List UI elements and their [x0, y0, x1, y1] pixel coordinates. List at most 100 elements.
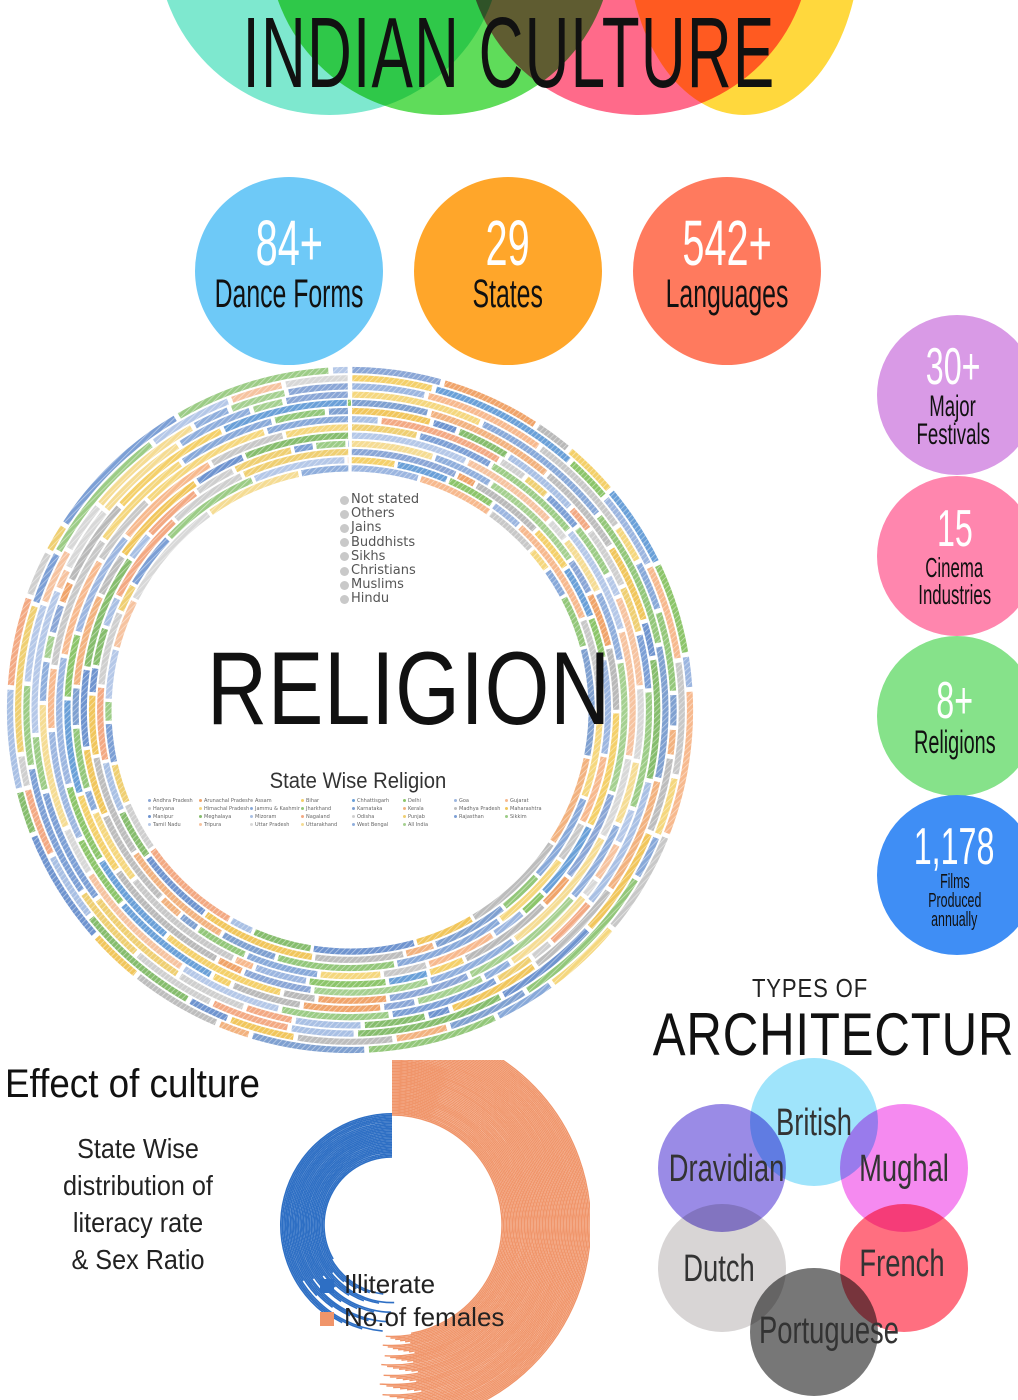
religion-ring-segment [432, 419, 457, 434]
religion-ring-segment [490, 482, 572, 561]
religion-ring-segment [499, 459, 526, 479]
religion-ring-segment [95, 898, 179, 977]
religion-ring-segment [59, 582, 73, 603]
religion-ring-segment [193, 407, 229, 429]
religion-ring-segment [113, 600, 137, 648]
religion-ring-segment [293, 443, 314, 453]
religion-ring-segment [615, 597, 643, 686]
religion-ring-segment [608, 780, 661, 890]
religion-ring-segment [368, 1014, 496, 1053]
state-dot-icon [148, 799, 151, 802]
religion-ring-segment [351, 424, 418, 439]
religion-ring-segment [7, 597, 32, 686]
religion-ring-segment [320, 971, 381, 980]
religion-ring-segment [389, 973, 469, 1002]
state-dot-icon [199, 799, 202, 802]
legend-item: Muslims [340, 578, 419, 592]
illiterate-arc [321, 1154, 393, 1295]
religion-ring-segment [493, 911, 524, 936]
religion-ring-segment [80, 669, 90, 747]
stat-languages: 542+ Languages [633, 177, 821, 365]
religion-ring-segment [212, 1000, 288, 1031]
religion-rings [6, 366, 694, 1054]
state-legend-item: Tripura [199, 822, 250, 828]
religion-ring-segment [522, 892, 545, 914]
religion-ring-segment [167, 477, 254, 540]
illiterate-arc [312, 1145, 393, 1304]
religion-ring-segment [104, 443, 180, 511]
religion-ring-segment [569, 461, 606, 498]
religion-ring-segment [430, 938, 515, 984]
legend-dot-icon [340, 566, 349, 576]
religion-ring-segment [550, 902, 591, 944]
female-arc [391, 1066, 551, 1382]
religion-ring-segment [646, 659, 661, 780]
religion-ring-segment [303, 1002, 381, 1013]
religion-ring-segment [212, 973, 232, 987]
religion-ring-segment [288, 383, 348, 396]
religion-ring-segment [416, 916, 473, 946]
religion-ring-segment [634, 836, 660, 878]
religion-ring-segment [571, 824, 620, 898]
religion-ring-segment [646, 566, 681, 659]
religion-ring-segment [42, 550, 71, 603]
religion-ring-segment [529, 549, 549, 571]
religion-ring-segment [204, 911, 313, 960]
state-legend-item: West Bengal [352, 822, 403, 828]
religion-ring-segment [116, 870, 218, 962]
religion-ring-segment [6, 689, 23, 789]
religion-ring-segment [174, 473, 243, 522]
religion-ring-segment [281, 1006, 389, 1021]
legend-dot-icon [340, 580, 349, 590]
state-dot-icon [148, 823, 151, 826]
religion-ring-segment [182, 966, 279, 1012]
female-arc [411, 1060, 569, 1400]
state-dot-icon [403, 807, 406, 810]
female-arc [386, 1063, 554, 1387]
religion-ring-segment [78, 839, 124, 905]
religion-ring-segment [232, 982, 301, 1008]
religion-ring-segment [507, 454, 572, 509]
religion-ring-segment [481, 421, 600, 516]
stat-languages-number: 542+ [682, 207, 772, 279]
illiterate-arc [323, 1156, 393, 1260]
religion-ring-segment [66, 505, 101, 551]
religion-ring-segment [56, 442, 153, 553]
illiterate-arc [284, 1117, 393, 1332]
illiterate-arc [302, 1135, 393, 1313]
religion-ring-segment [81, 892, 138, 955]
religion-ring-segment [121, 480, 197, 556]
state-legend-item: Mizoram [250, 814, 301, 820]
religion-ring-segment [234, 956, 254, 970]
religion-ring-segment [655, 777, 678, 835]
state-legend-item: Haryana [148, 806, 199, 812]
state-dot-icon [352, 823, 355, 826]
religion-ring-segment [575, 527, 610, 575]
religion-ring-segment [266, 416, 348, 435]
religion-ring-segment [618, 631, 636, 756]
state-legend-item: Tamil Nadu [148, 822, 199, 828]
female-arc [439, 1060, 575, 1400]
religion-ring-segment [283, 990, 315, 1002]
stat-dance-label: Dance Forms [214, 272, 364, 316]
religion-ring-segment [129, 534, 151, 560]
religion-ring-segment [419, 476, 490, 515]
religion-ring-segment [146, 856, 206, 915]
female-arc [480, 1060, 590, 1400]
female-arc [419, 1060, 571, 1400]
religion-ring-segment [132, 878, 234, 961]
religion-ring-segment [152, 398, 230, 445]
religion-ring-segment [518, 525, 585, 619]
female-arc [425, 1060, 572, 1400]
religion-ring-segment [105, 649, 119, 699]
religion-ring-segment [64, 634, 81, 697]
religion-ring-segment [558, 823, 585, 860]
religion-ring-segment [285, 424, 349, 438]
legend-dot-icon [340, 495, 349, 505]
state-dot-icon [454, 799, 457, 802]
religion-ring-segment [641, 622, 656, 657]
religion-ring-segment [133, 852, 223, 936]
religion-ring-segment [243, 969, 311, 993]
religion-ring-segment [587, 530, 625, 586]
religion-ring-segment [392, 978, 497, 1018]
